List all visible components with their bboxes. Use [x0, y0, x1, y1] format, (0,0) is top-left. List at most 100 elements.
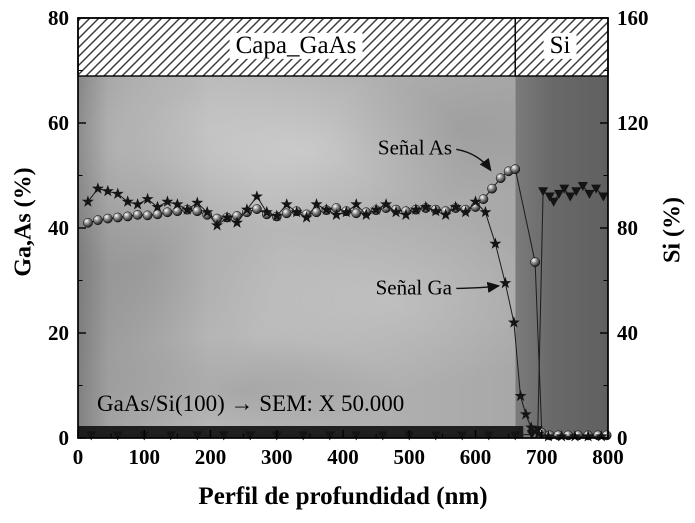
marker-star — [449, 200, 462, 213]
marker-star — [320, 203, 333, 215]
marker-triangle-down — [591, 184, 602, 194]
marker-circle — [122, 211, 133, 222]
marker-triangle-down — [571, 187, 582, 197]
marker-triangle-down — [559, 184, 570, 194]
x-tick-label: 100 — [129, 445, 161, 469]
annotation-arrow-senal-ga — [456, 281, 501, 293]
marker-triangle-down — [584, 189, 595, 199]
marker-star — [595, 430, 608, 442]
marker-triangle-down — [510, 431, 521, 441]
marker-star — [151, 200, 164, 213]
marker-star — [360, 208, 373, 220]
marker-star — [81, 195, 94, 207]
marker-star — [211, 219, 224, 231]
x-tick-label: 700 — [526, 445, 558, 469]
y-left-tick-label: 20 — [48, 321, 69, 345]
marker-star — [161, 195, 174, 207]
y-left-tick-label: 40 — [48, 216, 69, 240]
marker-star — [131, 198, 144, 210]
x-tick-label: 0 — [73, 445, 84, 469]
sem-image-si-region — [515, 76, 608, 438]
marker-triangle-down — [86, 431, 97, 441]
y-left-tick-label: 0 — [59, 426, 70, 450]
marker-circle — [152, 209, 163, 220]
marker-star — [370, 203, 383, 215]
marker-circle — [351, 208, 362, 219]
y-left-tick-label: 80 — [48, 6, 69, 30]
marker-star — [240, 203, 253, 215]
x-tick-label: 800 — [592, 445, 624, 469]
marker-star — [489, 237, 502, 249]
marker-triangle-down — [544, 192, 555, 202]
y-right-tick-label: 0 — [617, 426, 628, 450]
marker-triangle-down — [483, 431, 494, 441]
band-label-si: Si — [543, 32, 577, 60]
marker-circle — [102, 213, 113, 224]
marker-triangle-down — [553, 189, 564, 199]
marker-triangle-down — [112, 431, 123, 441]
marker-circle — [83, 217, 93, 228]
marker-circle — [311, 207, 322, 218]
annotation-arrow-senal-as — [456, 148, 492, 172]
marker-star — [101, 184, 114, 197]
marker-circle — [93, 215, 103, 225]
y-axis-title-right: Si (%) — [659, 197, 686, 263]
marker-star — [300, 211, 313, 223]
marker-triangle-down — [245, 431, 256, 441]
y-right-tick-label: 40 — [617, 321, 638, 345]
marker-star — [582, 430, 595, 442]
marker-star — [459, 205, 472, 218]
marker-star — [419, 200, 432, 213]
marker-star — [340, 205, 353, 218]
marker-triangle-down — [548, 197, 559, 207]
marker-star — [429, 204, 442, 217]
marker-circle — [478, 194, 489, 204]
series-ga — [81, 182, 608, 442]
marker-star — [542, 430, 555, 442]
marker-triangle-down — [598, 192, 609, 202]
marker-star — [250, 190, 263, 202]
marker-star — [399, 208, 412, 220]
marker-star — [231, 216, 243, 228]
marker-triangle-down — [526, 430, 537, 440]
marker-star — [507, 316, 520, 328]
marker-star — [409, 203, 422, 215]
marker-circle — [142, 210, 153, 221]
marker-triangle-down — [192, 431, 203, 441]
marker-triangle-down — [218, 431, 229, 441]
marker-triangle-down — [298, 431, 309, 441]
marker-star — [499, 276, 512, 289]
marker-star — [514, 389, 527, 402]
marker-star — [439, 208, 452, 220]
marker-star — [525, 421, 538, 433]
annotation-senal-ga: Señal Ga — [375, 275, 452, 300]
x-tick-label: 500 — [394, 445, 426, 469]
marker-star — [111, 187, 124, 199]
marker-triangle-down — [324, 431, 335, 441]
x-tick-label: 200 — [195, 445, 227, 469]
marker-circle — [487, 183, 497, 194]
marker-star — [519, 408, 532, 420]
marker-triangle-down — [538, 187, 549, 197]
marker-star — [280, 198, 293, 210]
marker-star — [479, 205, 492, 218]
marker-star — [270, 209, 283, 221]
marker-circle — [192, 206, 203, 217]
marker-star — [201, 205, 214, 218]
y-left-tick-label: 60 — [48, 111, 69, 135]
y-right-tick-label: 160 — [617, 6, 649, 30]
marker-circle — [162, 207, 173, 218]
marker-triangle-down — [577, 182, 588, 191]
marker-star — [390, 205, 402, 218]
marker-star — [310, 198, 323, 210]
marker-triangle-down — [165, 431, 176, 441]
marker-triangle-down — [377, 431, 388, 441]
band-label-capa-gaas: Capa_GaAs — [229, 32, 363, 60]
marker-circle — [510, 164, 521, 175]
marker-star — [191, 196, 204, 208]
marker-circle — [112, 212, 123, 223]
annotation-caption: GaAs/Si(100) → SEM: X 50.000 — [97, 391, 405, 416]
marker-triangle-down — [565, 192, 576, 202]
marker-star — [350, 198, 363, 210]
y-right-tick-label: 80 — [617, 216, 638, 240]
